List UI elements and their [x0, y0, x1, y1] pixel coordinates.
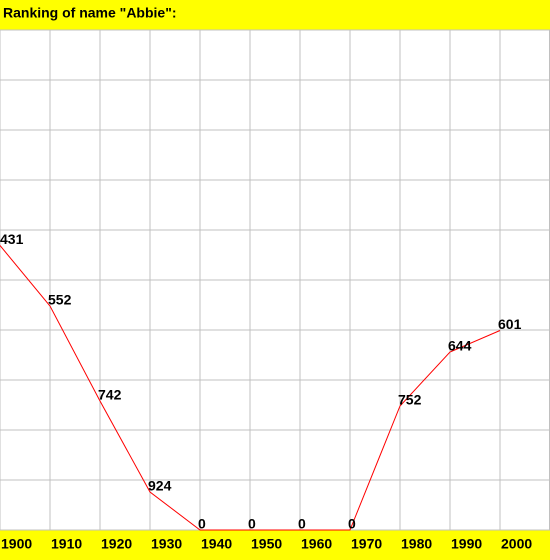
data-label: 0 — [198, 516, 206, 532]
x-tick-label: 2000 — [501, 536, 532, 552]
x-tick-label: 1990 — [451, 536, 482, 552]
x-tick-label: 1960 — [301, 536, 332, 552]
x-tick-label: 1930 — [151, 536, 182, 552]
chart-title: Ranking of name "Abbie": — [3, 5, 177, 21]
x-tick-label: 1950 — [251, 536, 282, 552]
header-band — [0, 0, 550, 30]
footer-band — [0, 530, 550, 560]
data-label: 552 — [48, 292, 72, 308]
x-tick-label: 1980 — [401, 536, 432, 552]
x-tick-label: 1920 — [101, 536, 132, 552]
data-label: 601 — [498, 316, 522, 332]
data-label: 644 — [448, 338, 472, 354]
data-label: 742 — [98, 387, 122, 403]
data-label: 0 — [348, 516, 356, 532]
x-tick-label: 1900 — [1, 536, 32, 552]
data-label: 752 — [398, 392, 422, 408]
data-label: 924 — [148, 478, 172, 494]
x-tick-label: 1970 — [351, 536, 382, 552]
data-label: 431 — [0, 231, 24, 247]
data-label: 0 — [298, 516, 306, 532]
line — [0, 245, 501, 531]
x-tick-label: 1910 — [51, 536, 82, 552]
data-label: 0 — [248, 516, 256, 532]
x-tick-label: 1940 — [201, 536, 232, 552]
